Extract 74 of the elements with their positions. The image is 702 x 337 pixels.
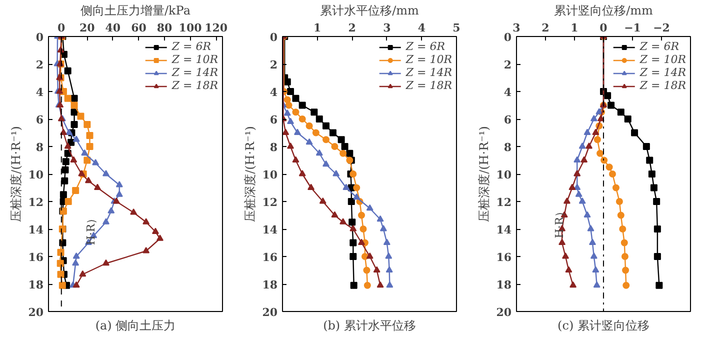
y-tick-label: 18 — [262, 278, 278, 292]
y-tick-label: 16 — [496, 251, 512, 264]
x-tick-label: 4 — [418, 22, 426, 34]
y-tick-label: 2 — [36, 58, 44, 72]
y-tick-label: 2 — [270, 58, 278, 72]
y-tick-label: 10 — [28, 168, 44, 182]
text: (c) 累计竖向位移 — [558, 318, 650, 332]
y-tick-label: 12 — [262, 196, 278, 209]
x-tick-label: 1 — [313, 22, 322, 34]
y-tick-label: 2 — [504, 58, 512, 72]
y-tick-label: 10 — [496, 168, 512, 182]
x-tick-label: −2 — [653, 22, 670, 34]
y-tick-label: 0 — [504, 31, 512, 44]
y-tick-label: 14 — [262, 224, 278, 236]
y-axis-title: 压桩深度/(H·R⁻¹) — [477, 126, 492, 222]
y-tick-label: 18 — [496, 278, 512, 292]
x-tick-label: 0 — [600, 22, 608, 34]
x-axis-title: 累计竖向位移/mm — [554, 4, 654, 18]
legend-label: Z = 10R — [406, 53, 452, 66]
y-tick-label: 18 — [28, 278, 44, 292]
y-axis-title: 压桩深度/(H·R⁻¹) — [9, 126, 24, 222]
y-tick-label: 14 — [28, 224, 44, 236]
x-tick-label: 2 — [542, 22, 550, 34]
x-tick-label: 100 — [178, 22, 202, 34]
legend-label: Z = 14R — [640, 66, 686, 79]
y-tick-label: 20 — [496, 306, 512, 319]
legend-label: Z = 14R — [406, 66, 452, 79]
legend-label: Z = 10R — [172, 53, 218, 66]
annotation: H·R） — [552, 206, 566, 238]
y-tick-label: 8 — [270, 141, 278, 154]
y-tick-label: 8 — [36, 141, 44, 154]
x-axis-title: 累计水平位移/mm — [320, 4, 420, 18]
y-tick-label: 8 — [504, 141, 512, 154]
x-tick-label: 1 — [570, 22, 578, 34]
y-axis-title: 压桩深度/(H·R⁻¹) — [243, 126, 258, 222]
x-tick-label: −1 — [624, 22, 641, 34]
y-tick-label: 20 — [262, 306, 278, 319]
y-tick-label: 6 — [504, 114, 512, 126]
x-tick-label: 3 — [383, 22, 391, 34]
annotation: H·R） — [84, 212, 98, 246]
y-tick-label: 14 — [496, 224, 512, 236]
y-tick-label: 4 — [270, 86, 278, 99]
y-tick-label: 0 — [270, 31, 278, 44]
y-tick-label: 12 — [28, 196, 44, 209]
x-tick-label: 3 — [512, 22, 520, 34]
legend-label: Z = 14R — [172, 66, 218, 79]
text: (a) 侧向土压力 — [95, 318, 176, 332]
y-tick-label: 4 — [36, 86, 44, 99]
y-tick-label: 4 — [504, 86, 512, 99]
x-tick-label: 40 — [105, 22, 121, 34]
y-tick-label: 16 — [262, 251, 278, 264]
x-tick-label: 5 — [452, 22, 460, 34]
y-tick-label: 0 — [36, 31, 44, 44]
legend-label: Z = 10R — [640, 53, 686, 66]
legend-label: Z = 18R — [640, 79, 686, 92]
x-tick-label: 120 — [204, 22, 228, 34]
x-tick-label: 80 — [156, 22, 172, 34]
x-tick-label: 0 — [58, 22, 66, 34]
legend-label: Z = 18R — [406, 79, 452, 92]
y-tick-label: 20 — [28, 306, 44, 319]
y-tick-label: 16 — [28, 251, 44, 264]
y-tick-label: 10 — [262, 168, 278, 182]
text: (b) 累计水平位移 — [323, 318, 416, 332]
x-tick-label: 20 — [80, 22, 96, 34]
legend-label: Z = 18R — [172, 79, 218, 92]
legend-label: Z = 6R — [172, 40, 211, 53]
y-tick-label: 12 — [496, 196, 512, 209]
legend-label: Z = 6R — [640, 40, 679, 53]
legend-label: Z = 6R — [406, 40, 445, 53]
x-tick-label: 2 — [348, 22, 356, 34]
x-axis-title: 侧向土压力增量/kPa — [80, 4, 191, 18]
x-tick-label: 60 — [131, 22, 147, 34]
y-tick-label: 6 — [270, 114, 278, 126]
y-tick-label: 6 — [36, 114, 44, 126]
